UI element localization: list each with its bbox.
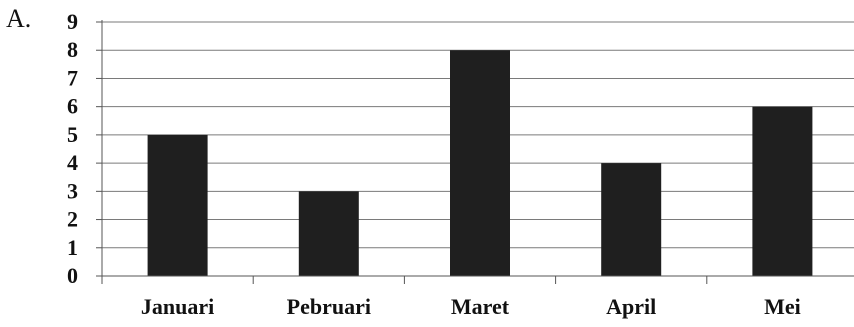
y-tick-label: 4 xyxy=(67,150,78,175)
axes xyxy=(96,20,854,284)
x-category-label: Mei xyxy=(764,294,801,319)
bar-maret xyxy=(450,50,510,276)
y-tick-label: 5 xyxy=(67,122,78,147)
x-category-labels: Januari Pebruari Maret April Mei xyxy=(141,294,801,319)
y-tick-label: 6 xyxy=(67,94,78,119)
bar-april xyxy=(601,163,662,276)
bar-mei xyxy=(752,106,813,277)
bars xyxy=(147,50,813,277)
x-category-label: April xyxy=(606,294,656,319)
y-tick-label: 7 xyxy=(67,65,78,90)
y-tick-label: 1 xyxy=(67,235,78,260)
y-tick-label: 3 xyxy=(67,178,78,203)
y-tick-label: 2 xyxy=(67,207,78,232)
bar-pebruari xyxy=(298,191,359,276)
y-tick-label: 0 xyxy=(67,263,78,288)
x-category-label: Januari xyxy=(141,294,214,319)
y-tick-label: 8 xyxy=(67,37,78,62)
y-tick-labels: 0 1 2 3 4 5 6 7 8 9 xyxy=(67,9,78,288)
x-category-label: Pebruari xyxy=(287,294,371,319)
x-category-label: Maret xyxy=(451,294,510,319)
y-tick-label: 9 xyxy=(67,9,78,34)
option-label: A. xyxy=(6,4,32,33)
bar-januari xyxy=(147,134,208,276)
